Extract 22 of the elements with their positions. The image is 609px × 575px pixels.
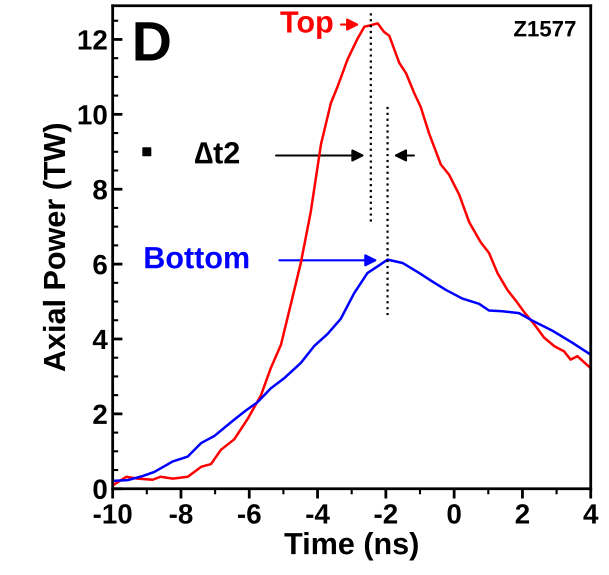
x-tick-label: -2 [374, 504, 398, 524]
y-tick-label: 8 [93, 180, 107, 200]
y-tick-label: 6 [93, 254, 107, 274]
annotation: Z1577 [514, 21, 576, 37]
x-axis-title: Time (ns) [284, 532, 418, 560]
annotation: D [136, 22, 170, 60]
y-tick-label: 4 [92, 330, 108, 350]
x-tick-label: 0 [448, 504, 461, 524]
x-tick-label: -4 [306, 504, 330, 524]
x-tick-label: 2 [516, 504, 530, 524]
y-tick-label: 10 [78, 105, 107, 125]
annotation: Bottom [145, 247, 248, 268]
y-tick-label: 2 [93, 404, 107, 424]
x-tick-label: -10 [94, 504, 132, 524]
y-axis-title: Axial Power (TW) [42, 124, 72, 372]
x-tick-label: -6 [238, 504, 261, 524]
y-tick-label: 12 [78, 30, 107, 50]
annotation: Top [280, 11, 332, 39]
x-tick-label: -8 [170, 504, 192, 524]
annotation: ∆t2 [195, 142, 240, 164]
y-tick-label: 0 [93, 479, 107, 500]
x-tick-label: 4 [583, 504, 598, 524]
